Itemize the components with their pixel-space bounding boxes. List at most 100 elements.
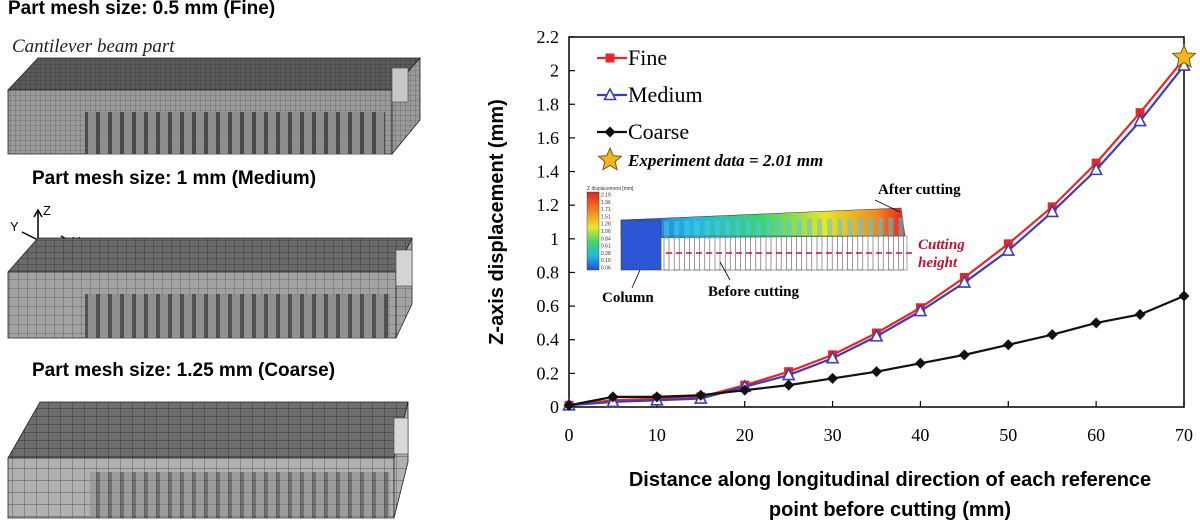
inset-tooth-deformed: [664, 221, 669, 240]
colorbar-tick-label: 0.16: [601, 258, 611, 264]
y-axis-ticks: 0 0.2 0.4 0.6 0.8 1 1.2 1.4 1.6 1.8 2 2.2: [537, 27, 575, 417]
inset-tooth-deformed: [786, 219, 792, 238]
data-point-coarse: [695, 389, 707, 401]
data-point-medium: [1001, 242, 1016, 256]
x-tick-label: 60: [1087, 425, 1105, 445]
colorbar-title: Z displacement [mm]: [587, 186, 634, 192]
inset-tooth-deformed: [857, 218, 863, 237]
x-tick-label: 30: [824, 425, 842, 445]
x-tick-label: 70: [1175, 425, 1193, 445]
z-axis-letter: Z: [43, 203, 51, 218]
legend-label-coarse: Coarse: [628, 119, 689, 144]
data-point-coarse: [651, 391, 663, 403]
y-tick-label: 1.6: [537, 128, 560, 148]
data-point-medium: [781, 367, 796, 381]
colorbar-tick-label: 0.84: [601, 236, 611, 242]
series-line-coarse: [568, 294, 1185, 407]
y-tick-label: 0.8: [537, 262, 560, 282]
inset-tooth-deformed: [806, 219, 812, 238]
data-point-coarse: [607, 391, 619, 403]
coarse-beam-mesh: [7, 401, 409, 519]
colorbar-tick-label: 1.06: [601, 229, 611, 235]
x-tick-label: 10: [648, 425, 666, 445]
data-point-coarse: [1002, 339, 1014, 351]
data-point-medium: [869, 328, 884, 342]
medium-mesh-label: Part mesh size: 1 mm (Medium): [32, 168, 317, 189]
y-tick-label: 2.2: [537, 27, 560, 47]
x-tick-label: 20: [736, 425, 754, 445]
inset-tooth-deformed: [755, 219, 761, 238]
inset-displacement-image: Z displacement [mm] 2.191.961.711.51 1.28…: [586, 182, 965, 306]
y-tick-label: 0.6: [537, 296, 560, 316]
inset-tooth-deformed: [796, 219, 802, 238]
inset-tooth-deformed: [868, 218, 873, 237]
legend-marker-medium: [603, 87, 617, 101]
y-tick-label: 1.2: [537, 195, 560, 215]
data-point-medium: [1133, 113, 1147, 127]
inset-tooth-deformed: [827, 218, 833, 237]
data-point-coarse: [1046, 329, 1058, 341]
inset-tooth-deformed: [776, 219, 782, 238]
data-point-medium: [1045, 204, 1060, 218]
data-point-medium: [913, 303, 928, 317]
x-axis-ticks: 0 10 20 30 40 50 60 70: [565, 401, 1193, 445]
legend: Fine Medium Coarse Experiment data = 2.01 m…: [597, 45, 823, 171]
y-tick-label: 1.8: [537, 94, 560, 114]
series-layer: [562, 43, 1197, 411]
inset-tooth-deformed: [704, 220, 710, 239]
x-axis-title-line2: point before cutting (mm): [769, 499, 1011, 521]
inset-tooth-deformed: [684, 221, 690, 240]
inset-tooth-deformed: [725, 220, 731, 239]
x-tick-label: 0: [565, 425, 574, 445]
x-tick-label: 50: [999, 425, 1017, 445]
after-cutting-label: After cutting: [878, 182, 961, 198]
experiment-data-star: [1171, 43, 1197, 68]
legend-label-experiment: Experiment data = 2.01 mm: [627, 151, 823, 170]
inset-tooth-deformed: [745, 220, 751, 239]
data-point-coarse: [827, 372, 839, 384]
colorbar-tick-label: 1.96: [601, 200, 611, 206]
data-point-coarse: [783, 379, 795, 391]
inset-tooth-deformed: [674, 221, 680, 240]
column-label: Column: [602, 290, 654, 306]
inset-tooth-deformed: [715, 220, 720, 239]
inset-tooth-deformed: [735, 220, 741, 239]
colorbar-tick-label: 1.71: [601, 207, 611, 213]
legend-marker-coarse: [604, 126, 616, 138]
colorbar-tick-label: 0.61: [601, 244, 611, 250]
inset-tooth-deformed: [766, 219, 771, 238]
data-point-coarse: [1134, 309, 1146, 320]
y-tick-label: 1: [550, 229, 559, 249]
coarse-mesh-label: Part mesh size: 1.25 mm (Coarse): [32, 360, 336, 381]
y-tick-label: 0: [550, 397, 559, 417]
y-tick-label: 1.4: [537, 162, 560, 182]
y-axis-title: Z-axis displacement (mm): [486, 99, 508, 345]
fine-beam-mesh: [7, 56, 421, 156]
cutting-label: Cutting: [918, 237, 965, 253]
data-point-coarse: [563, 399, 575, 411]
y-tick-label: 0.2: [537, 363, 560, 383]
data-point-medium: [957, 274, 972, 288]
legend-label-fine: Fine: [628, 45, 667, 70]
y-axis-letter: Y: [10, 219, 19, 234]
medium-beam-mesh: [7, 237, 413, 339]
colorbar-tick-label: 2.19: [601, 193, 611, 199]
fine-mesh-label: Part mesh size: 0.5 mm (Fine): [8, 0, 276, 19]
data-point-fine: [1135, 108, 1145, 118]
x-tick-label: 40: [911, 425, 929, 445]
series-coarse: [563, 290, 1190, 411]
y-tick-label: 2: [550, 61, 559, 81]
plot-frame: [568, 36, 1185, 408]
legend-star-icon: [597, 146, 623, 171]
legend-label-medium: Medium: [628, 82, 703, 107]
x-axis-title-line1: Distance along longitudinal direction of…: [629, 469, 1151, 491]
inset-tooth-deformed: [878, 217, 884, 236]
before-cutting-label: Before cutting: [708, 284, 799, 300]
inset-tooth-deformed: [898, 217, 904, 236]
inset-tooth-deformed: [817, 218, 822, 237]
data-point-coarse: [1090, 317, 1102, 329]
inset-tooth-deformed: [694, 220, 700, 239]
data-point-coarse: [1178, 290, 1190, 302]
inset-tooth-deformed: [888, 217, 894, 236]
